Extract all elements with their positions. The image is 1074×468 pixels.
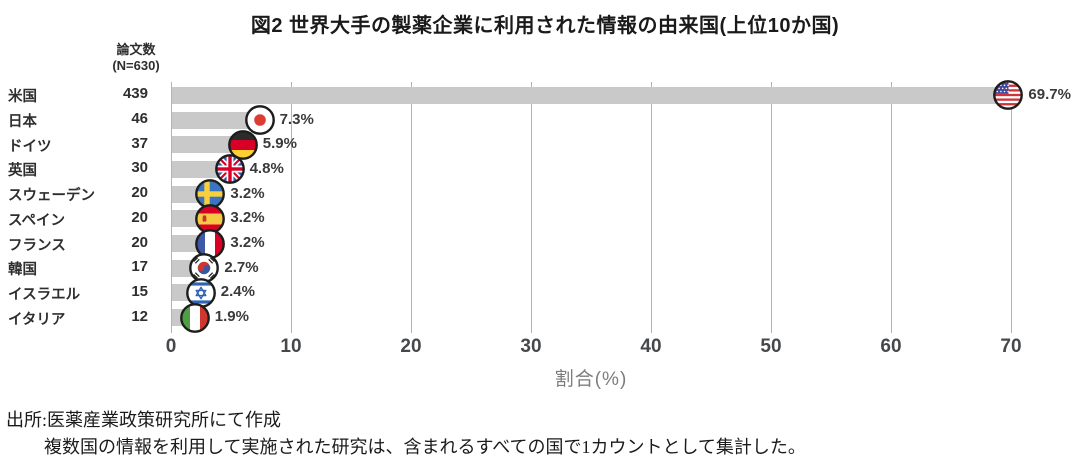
value-label: 7.3% — [279, 110, 314, 128]
paper-count: 20 — [131, 184, 148, 202]
paper-count-header-line1: 論文数 — [116, 42, 156, 57]
gridline-20 — [411, 82, 412, 333]
uk-flag-icon — [214, 154, 245, 185]
gridline-0 — [171, 82, 172, 333]
x-tick-label-40: 40 — [640, 336, 662, 357]
x-tick-label-70: 70 — [1000, 336, 1022, 357]
country-label: イタリア — [8, 311, 66, 328]
paper-count-header: 論文数 (N=630) — [96, 42, 176, 74]
x-tick-label-20: 20 — [400, 336, 422, 357]
country-label: ドイツ — [8, 138, 52, 155]
paper-count-header-line2: (N=630) — [112, 58, 160, 73]
bar-jp — [172, 111, 260, 129]
source-note-line2: 複数国の情報を利用して実施された研究は、含まれるすべての国で1カウントとして集計… — [44, 437, 806, 457]
bar-de — [172, 136, 243, 154]
country-label: フランス — [8, 237, 66, 254]
figure-title: 図2 世界大手の製薬企業に利用された情報の由来国(上位10か国) — [250, 15, 840, 37]
x-tick-label-10: 10 — [280, 336, 302, 357]
x-tick-label-30: 30 — [520, 336, 542, 357]
x-tick-label-50: 50 — [760, 336, 782, 357]
paper-count: 20 — [131, 208, 148, 226]
paper-count: 30 — [131, 159, 148, 177]
value-label: 2.4% — [220, 283, 255, 301]
us-flag-icon — [993, 80, 1024, 111]
spain-flag-icon — [195, 203, 226, 234]
bar-us — [172, 86, 1009, 104]
country-label: 日本 — [8, 114, 37, 131]
south-korea-flag-icon — [189, 253, 220, 284]
germany-flag-icon — [227, 129, 258, 160]
gridline-30 — [531, 82, 532, 333]
country-label: 韓国 — [8, 262, 37, 279]
source-note-line1: 出所:医薬産業政策研究所にて作成 — [6, 410, 281, 430]
x-tick-label-60: 60 — [880, 336, 902, 357]
paper-count: 46 — [131, 110, 148, 128]
value-label: 3.2% — [230, 209, 265, 227]
value-label: 3.2% — [230, 234, 265, 252]
paper-count: 15 — [131, 282, 148, 300]
x-tick-label-0: 0 — [165, 336, 177, 357]
country-label: スペイン — [8, 212, 65, 229]
country-label: イスラエル — [8, 286, 81, 303]
paper-count: 37 — [131, 134, 148, 152]
value-label: 1.9% — [214, 308, 249, 326]
country-label: 英国 — [8, 163, 37, 180]
value-label: 3.2% — [230, 184, 265, 202]
paper-count: 17 — [131, 258, 148, 276]
gridline-60 — [891, 82, 892, 333]
italy-flag-icon — [179, 302, 210, 333]
gridline-10 — [291, 82, 292, 333]
value-label: 5.9% — [262, 135, 297, 153]
japan-flag-icon — [244, 105, 275, 135]
gridline-70 — [1011, 82, 1012, 333]
gridline-50 — [771, 82, 772, 333]
x-axis-label: 割合(%) — [554, 369, 628, 390]
value-label: 2.7% — [224, 258, 259, 276]
bar-gb — [172, 160, 230, 178]
value-label: 69.7% — [1028, 85, 1071, 103]
country-label: スウェーデン — [8, 188, 95, 205]
value-label: 4.8% — [249, 159, 284, 177]
country-label: 米国 — [8, 89, 37, 106]
paper-count: 20 — [131, 233, 148, 251]
israel-flag-icon — [185, 278, 216, 308]
paper-count: 12 — [131, 307, 148, 325]
paper-count: 439 — [122, 85, 148, 103]
gridline-40 — [651, 82, 652, 333]
